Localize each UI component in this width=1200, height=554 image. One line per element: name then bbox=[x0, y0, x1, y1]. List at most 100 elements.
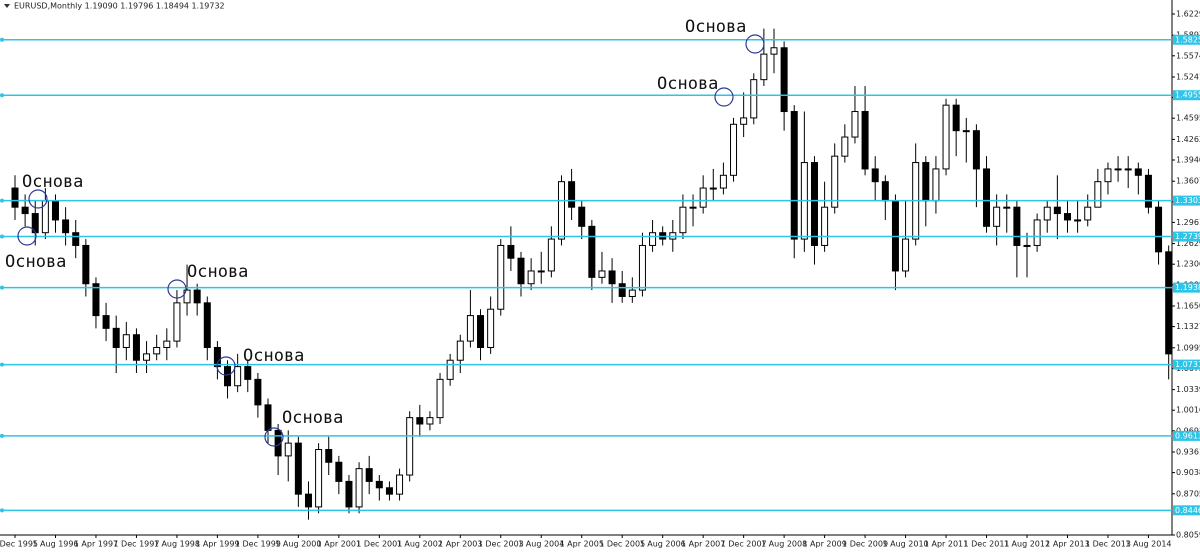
candle-body bbox=[790, 111, 798, 240]
level-label: 1.19385 bbox=[1175, 283, 1200, 292]
annotation: Основа bbox=[22, 172, 83, 192]
y-tick-label: 0.80595 bbox=[1176, 531, 1200, 540]
candle-body bbox=[466, 315, 474, 342]
y-tick-label: 1.45955 bbox=[1176, 114, 1200, 123]
candle-body bbox=[304, 493, 312, 508]
candle-body bbox=[325, 449, 333, 463]
candle-body bbox=[82, 244, 90, 285]
candle-body bbox=[1063, 213, 1071, 221]
level-label: 1.27394 bbox=[1175, 232, 1200, 241]
candle-body bbox=[51, 200, 59, 221]
x-tick-label: 1 Dec 2001 bbox=[356, 540, 402, 549]
candle-body bbox=[942, 104, 950, 170]
candle-body bbox=[122, 334, 130, 348]
candle-body bbox=[649, 232, 657, 246]
candle-body bbox=[861, 111, 869, 170]
candle-body bbox=[1074, 219, 1082, 222]
candle-body bbox=[173, 302, 181, 342]
x-tick-label: 1 Dec 2005 bbox=[599, 540, 645, 549]
candle-body bbox=[993, 206, 1001, 227]
candle-body bbox=[932, 168, 940, 202]
candle-body bbox=[1033, 219, 1041, 246]
candle-body bbox=[102, 315, 110, 329]
candle-body bbox=[730, 123, 738, 176]
candle-body bbox=[1144, 174, 1152, 208]
candle-body bbox=[11, 187, 19, 208]
level-label: 1.58256 bbox=[1175, 35, 1200, 44]
x-tick-label: 1 Apr 2007 bbox=[681, 540, 725, 549]
candle-body bbox=[719, 174, 727, 189]
candle-body bbox=[284, 442, 292, 457]
y-tick-label: 1.23060 bbox=[1176, 260, 1200, 269]
candle-body bbox=[507, 244, 515, 259]
candle-body bbox=[709, 187, 717, 190]
y-tick-label: 0.90380 bbox=[1176, 468, 1200, 477]
annotation: Основа bbox=[657, 74, 718, 94]
y-tick-label: 0.93610 bbox=[1176, 448, 1200, 457]
x-tick-label: 1 Dec 2007 bbox=[721, 540, 767, 549]
level-label-bg bbox=[1173, 430, 1200, 441]
candle-body bbox=[638, 244, 646, 291]
menu-icon[interactable] bbox=[4, 4, 10, 8]
candle-body bbox=[163, 340, 171, 348]
candle-body bbox=[1114, 168, 1122, 171]
annotation-circle bbox=[745, 34, 765, 54]
x-tick-label: 1 Apr 2003 bbox=[438, 540, 482, 549]
annotation: Основа bbox=[5, 252, 66, 272]
candle-body bbox=[1134, 168, 1142, 176]
x-tick-label: 1 Aug 2006 bbox=[640, 540, 686, 549]
candle-body bbox=[143, 353, 151, 361]
candle-body bbox=[21, 206, 29, 215]
x-tick-label: 1 Aug 1998 bbox=[154, 540, 200, 549]
y-tick-label: 1.13275 bbox=[1176, 322, 1200, 331]
level-anchor bbox=[0, 285, 4, 290]
y-tick-label: 1.62295 bbox=[1176, 9, 1200, 18]
candle-body bbox=[578, 206, 586, 227]
level-label-bg bbox=[1173, 505, 1200, 516]
candle-body bbox=[264, 404, 272, 431]
candle-body bbox=[315, 449, 323, 508]
candle-body bbox=[335, 461, 343, 482]
x-tick-label: 1 Dec 2003 bbox=[478, 540, 524, 549]
candle-body bbox=[355, 468, 363, 508]
candle-body bbox=[810, 162, 818, 246]
candle-body bbox=[487, 308, 495, 348]
level-anchor bbox=[0, 234, 4, 239]
candle-body bbox=[780, 47, 788, 113]
level-anchor bbox=[0, 198, 4, 203]
level-label-bg bbox=[1173, 90, 1200, 101]
candle-body bbox=[851, 111, 859, 138]
level-label-bg bbox=[1173, 231, 1200, 242]
x-tick-label: 1 Apr 1999 bbox=[195, 540, 239, 549]
x-tick-label: 1 Aug 1996 bbox=[32, 540, 78, 549]
x-tick-label: 1 Aug 2008 bbox=[761, 540, 807, 549]
y-tick-label: 1.55740 bbox=[1176, 51, 1200, 60]
candle-body bbox=[1003, 206, 1011, 209]
candle-body bbox=[497, 244, 505, 310]
candle-body bbox=[62, 219, 70, 234]
y-tick-label: 0.87055 bbox=[1176, 489, 1200, 498]
annotation: Основа bbox=[685, 17, 746, 37]
candle-body bbox=[72, 232, 80, 246]
candle-body bbox=[294, 442, 302, 495]
candle-body bbox=[699, 187, 707, 208]
x-tick-label: 1 Apr 1997 bbox=[74, 540, 118, 549]
candle-body bbox=[1094, 181, 1102, 208]
x-tick-label: 1 Apr 2009 bbox=[802, 540, 846, 549]
y-tick-label: 1.36075 bbox=[1176, 177, 1200, 186]
y-tick-label: 1.09950 bbox=[1176, 343, 1200, 352]
x-tick-label: 1 Apr 2001 bbox=[317, 540, 361, 549]
candle-body bbox=[527, 270, 535, 285]
x-tick-label: 1 Aug 2012 bbox=[1004, 540, 1050, 549]
candle-body bbox=[972, 130, 980, 170]
candle-body bbox=[1084, 206, 1092, 221]
candle-body bbox=[760, 53, 768, 81]
level-anchor bbox=[0, 433, 4, 438]
candle-body bbox=[224, 366, 232, 387]
x-tick-label: 1 Aug 2004 bbox=[518, 540, 564, 549]
x-tick-label: 1 Dec 2013 bbox=[1085, 540, 1131, 549]
level-label: 1.07314 bbox=[1175, 360, 1200, 369]
x-tick-label: 1 Aug 2014 bbox=[1125, 540, 1171, 549]
candle-body bbox=[618, 283, 626, 297]
